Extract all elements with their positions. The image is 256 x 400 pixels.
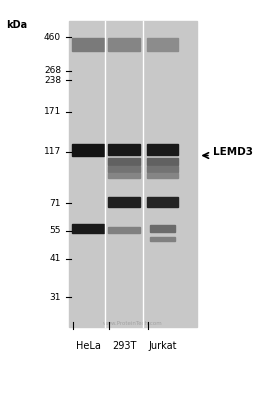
Bar (108, 227, 140, 233)
Bar (72, 38, 104, 51)
Text: HeLa: HeLa (76, 341, 101, 351)
Bar (108, 158, 140, 165)
Text: Jurkat: Jurkat (148, 341, 177, 351)
Bar (147, 197, 178, 207)
Bar (108, 197, 140, 207)
Bar (147, 38, 178, 51)
Bar (72, 224, 104, 233)
Bar (147, 158, 178, 165)
Bar (108, 166, 140, 172)
Bar (108, 38, 140, 51)
Text: 41: 41 (50, 254, 61, 263)
Text: 117: 117 (44, 147, 61, 156)
Text: 31: 31 (50, 293, 61, 302)
Text: LEMD3: LEMD3 (213, 146, 253, 156)
Bar (147, 173, 178, 178)
Text: 171: 171 (44, 107, 61, 116)
Bar (147, 144, 178, 155)
Text: 268: 268 (44, 66, 61, 76)
Bar (150, 225, 175, 232)
Bar (69, 21, 197, 327)
Bar (147, 166, 178, 172)
Text: 71: 71 (50, 199, 61, 208)
Bar (108, 144, 140, 155)
Bar (150, 236, 175, 241)
Text: kDa: kDa (7, 20, 28, 30)
Text: 293T: 293T (112, 341, 136, 351)
Bar (108, 173, 140, 178)
Text: 55: 55 (50, 226, 61, 236)
Text: 460: 460 (44, 33, 61, 42)
Bar (72, 144, 104, 156)
Text: 238: 238 (44, 76, 61, 84)
Text: www.ProteinTech.com: www.ProteinTech.com (103, 321, 163, 326)
